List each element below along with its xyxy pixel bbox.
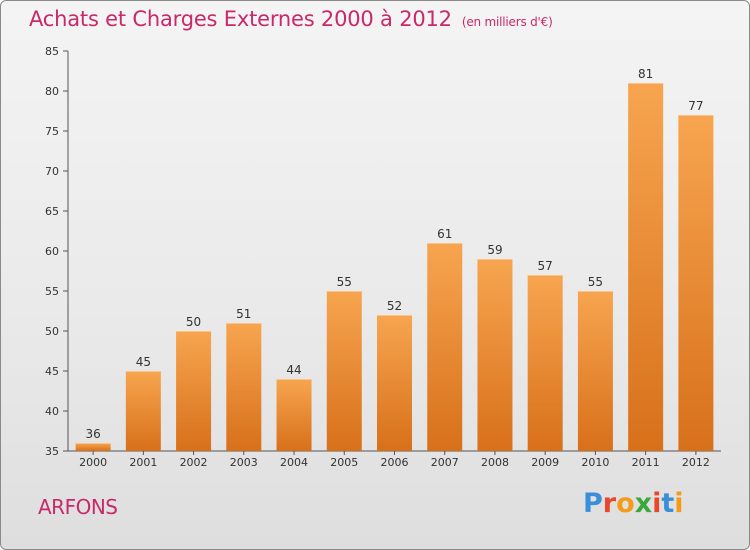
y-tick-label: 70 <box>45 165 59 178</box>
y-tick-label: 80 <box>45 85 59 98</box>
bar-value-label: 55 <box>588 275 603 289</box>
x-tick-label: 2006 <box>381 456 409 469</box>
x-tick-label: 2001 <box>129 456 157 469</box>
bar <box>427 243 463 451</box>
y-tick-label: 45 <box>45 365 59 378</box>
logo-letter: i <box>652 488 662 519</box>
x-tick-label: 2002 <box>180 456 208 469</box>
x-tick-label: 2005 <box>330 456 358 469</box>
town-name: ARFONS <box>38 495 118 519</box>
chart-axes: 35 40 45 50 55 60 65 70 75 80 85 2000 2001 2002 2003 20… <box>45 45 721 469</box>
bar-value-label: 57 <box>538 259 553 273</box>
y-tick-label: 65 <box>45 205 59 218</box>
x-tick-label: 2000 <box>79 456 107 469</box>
chart-bars: 36 45 50 51 44 55 52 61 59 57 55 81 77 <box>75 67 714 451</box>
bar <box>678 115 714 451</box>
bar <box>577 291 613 451</box>
x-tick-label: 2003 <box>230 456 258 469</box>
bar-value-label: 51 <box>236 307 251 321</box>
bar-value-label: 59 <box>487 243 502 257</box>
x-tick-label: 2010 <box>581 456 609 469</box>
chart-title: Achats et Charges Externes 2000 à 2012 (e… <box>29 7 553 31</box>
bar <box>226 323 262 451</box>
y-tick-label: 35 <box>45 445 59 458</box>
bar-value-label: 55 <box>337 275 352 289</box>
proxiti-logo: Proxiti <box>583 488 684 519</box>
chart-unit: (en milliers d'€) <box>461 15 553 29</box>
logo-letter: r <box>602 488 617 519</box>
bar <box>176 331 212 451</box>
bar-value-label: 36 <box>85 427 100 441</box>
x-tick-label: 2011 <box>632 456 660 469</box>
y-tick-label: 60 <box>45 245 59 258</box>
x-tick-label: 2012 <box>682 456 710 469</box>
y-tick-label: 55 <box>45 285 59 298</box>
bar <box>75 443 111 451</box>
bar <box>527 275 563 451</box>
x-tick-label: 2009 <box>531 456 559 469</box>
chart-title-text: Achats et Charges Externes 2000 à 2012 <box>29 7 452 31</box>
logo-letter: o <box>616 488 635 519</box>
y-tick-label: 85 <box>45 45 59 58</box>
logo-letter: x <box>634 488 653 519</box>
x-tick-label: 2008 <box>481 456 509 469</box>
bar-value-label: 61 <box>437 227 452 241</box>
logo-letter: t <box>661 488 675 519</box>
bar <box>326 291 362 451</box>
bar <box>276 379 312 451</box>
bar-value-label: 44 <box>286 363 301 377</box>
bar-value-label: 52 <box>387 299 402 313</box>
bar <box>628 83 664 451</box>
bar-value-label: 81 <box>638 67 653 81</box>
logo-letter: P <box>583 488 603 519</box>
bar-value-label: 77 <box>688 99 703 113</box>
bar <box>477 259 513 451</box>
bar <box>125 371 161 451</box>
y-tick-label: 75 <box>45 125 59 138</box>
logo-letter: i <box>674 488 684 519</box>
y-tick-label: 40 <box>45 405 59 418</box>
x-tick-label: 2007 <box>431 456 459 469</box>
x-tick-label: 2004 <box>280 456 308 469</box>
bar-value-label: 50 <box>186 315 201 329</box>
bar-value-label: 45 <box>136 355 151 369</box>
y-tick-label: 50 <box>45 325 59 338</box>
bar <box>377 315 412 451</box>
